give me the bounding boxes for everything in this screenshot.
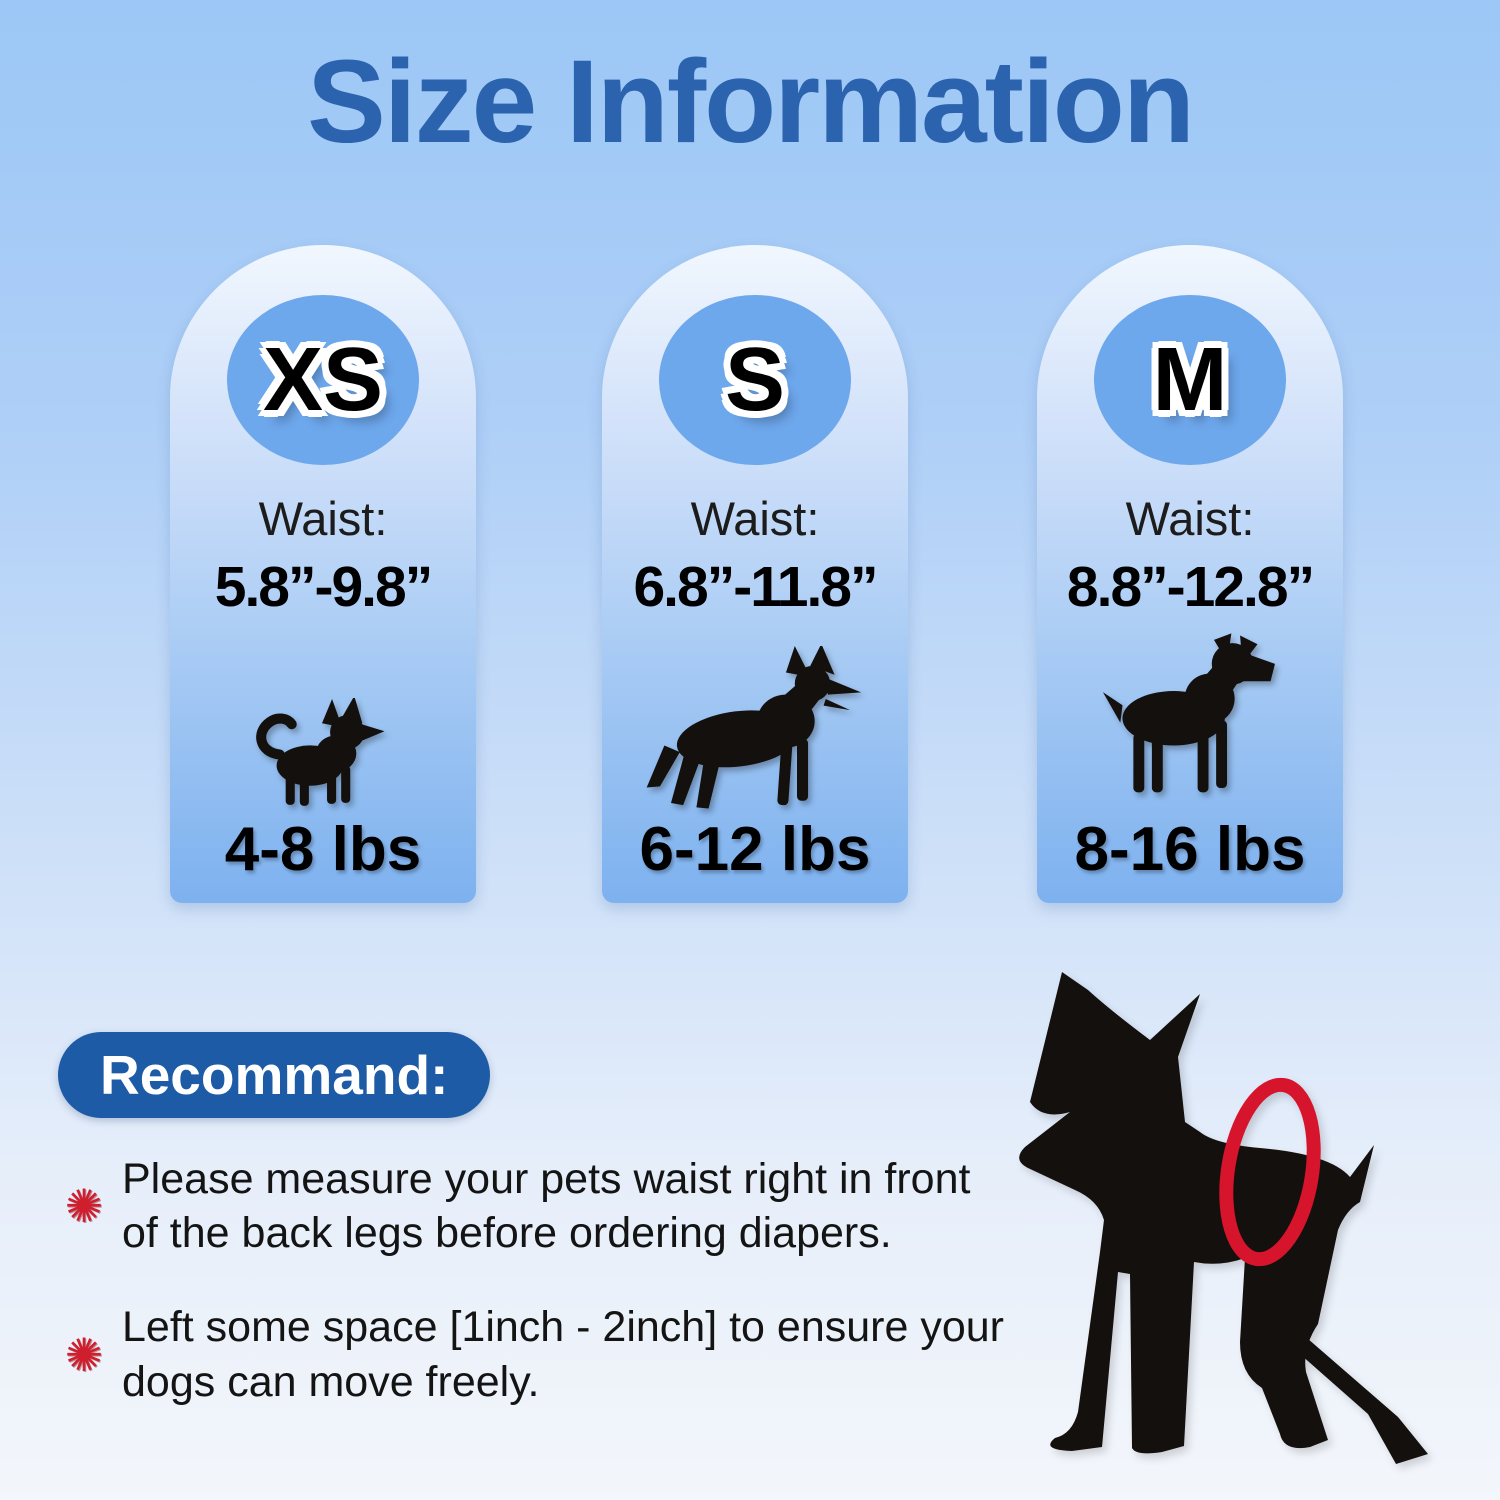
dog-body [1019, 972, 1374, 1454]
waist-label: Waist: [1125, 492, 1255, 545]
weight-range: 8-16 lbs [1074, 815, 1306, 884]
size-label: S [724, 330, 786, 430]
size-card-xs: XS Waist: 5.8”-9.8” [170, 245, 476, 903]
dog-waist-measurement [1019, 972, 1428, 1464]
red-starburst-icon: ✺ [64, 1328, 104, 1381]
great-dane-silhouette-icon [1037, 628, 1343, 814]
size-badge-circle: S [659, 295, 851, 465]
recommend-bullet-list: ✺ Please measure your pets waist right i… [60, 1152, 1020, 1449]
bullet-item: ✺ Please measure your pets waist right i… [60, 1152, 1020, 1260]
waist-ring [1219, 1077, 1321, 1267]
dog-silhouette [646, 646, 862, 809]
waist-label: Waist: [690, 492, 820, 545]
waist-range: 5.8”-9.8” [214, 555, 433, 619]
far-hind-leg [1292, 1332, 1428, 1464]
size-label: M [1152, 330, 1228, 430]
size-label: XS [262, 330, 384, 430]
recommend-heading-pill: Recommand: [58, 1032, 491, 1118]
weight-range: 4-8 lbs [224, 815, 422, 884]
size-badge-circle: M [1094, 295, 1286, 465]
chihuahua-silhouette-icon [170, 628, 476, 814]
weight-range: 6-12 lbs [639, 815, 871, 884]
dog-silhouette [256, 698, 385, 806]
bullet-text: Please measure your pets waist right in … [122, 1155, 971, 1258]
waist-range: 8.8”-12.8” [1066, 555, 1315, 619]
bullet-item: ✺ Left some space [1inch - 2inch] to ens… [60, 1300, 1020, 1408]
size-badge-circle: XS [227, 295, 419, 465]
dog-waist-illustration [1000, 962, 1440, 1482]
page-title: Size Information [307, 36, 1195, 168]
size-card-s: S Waist: 6.8”-11.8” [602, 245, 908, 903]
size-card-m: M Waist: 8.8”-12.8” [1037, 245, 1343, 903]
bullet-text: Left some space [1inch - 2inch] to ensur… [122, 1303, 1004, 1406]
red-starburst-icon: ✺ [64, 1180, 104, 1233]
waist-label: Waist: [258, 492, 388, 545]
recommend-heading: Recommand: [100, 1044, 449, 1106]
german-shepherd-silhouette-icon [602, 628, 908, 814]
waist-range: 6.8”-11.8” [633, 555, 878, 619]
dog-silhouette [1102, 633, 1275, 793]
